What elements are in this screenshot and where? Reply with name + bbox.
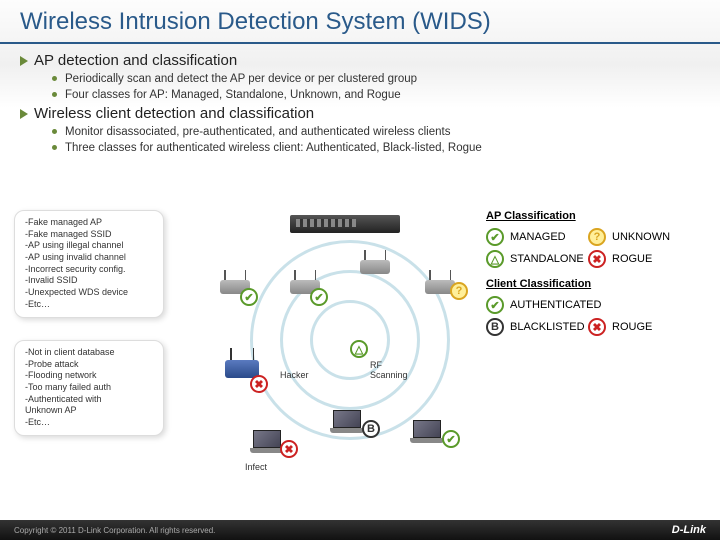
legend-label: UNKNOWN: [612, 231, 706, 243]
check-icon: ✔: [310, 288, 328, 306]
section-2-list: Monitor disassociated, pre-authenticated…: [52, 124, 700, 156]
list-item: Three classes for authenticated wireless…: [52, 140, 700, 156]
dot-icon: [52, 129, 57, 134]
callout-ap-rogue: -Fake managed AP -Fake managed SSID -AP …: [14, 210, 164, 318]
legend-client-grid: B BLACKLISTED ✖ ROUGE: [486, 318, 706, 336]
triangle-icon: △: [350, 340, 368, 358]
diagram-area: -Fake managed AP -Fake managed SSID -AP …: [0, 210, 720, 520]
x-icon: ✖: [588, 318, 606, 336]
dot-icon: [52, 145, 57, 150]
arrow-icon: [20, 56, 28, 66]
section-1-head: AP detection and classification: [20, 52, 700, 69]
switch-device-icon: [290, 215, 400, 233]
laptop-icon: [330, 410, 364, 434]
b-icon: B: [362, 420, 380, 438]
rf-label: RF Scanning: [370, 360, 420, 380]
check-icon: ✔: [442, 430, 460, 448]
header: Wireless Intrusion Detection System (WID…: [0, 0, 720, 44]
question-icon: ?: [450, 282, 468, 300]
legend-label: MANAGED: [510, 231, 582, 243]
content-bullets: AP detection and classification Periodic…: [0, 44, 720, 162]
check-icon: ✔: [486, 228, 504, 246]
hacker-label: Hacker: [280, 370, 309, 380]
legend-label: STANDALONE: [510, 253, 582, 265]
legend-ap-title: AP Classification: [486, 210, 706, 222]
list-item: Periodically scan and detect the AP per …: [52, 71, 700, 87]
callout-client-rogue: -Not in client database -Probe attack -F…: [14, 340, 164, 436]
section-1-label: AP detection and classification: [34, 52, 237, 69]
question-icon: ?: [588, 228, 606, 246]
list-item: Monitor disassociated, pre-authenticated…: [52, 124, 700, 140]
check-icon: ✔: [240, 288, 258, 306]
page-title: Wireless Intrusion Detection System (WID…: [20, 8, 700, 36]
legend-ap-grid: ✔ MANAGED ? UNKNOWN △ STANDALONE ✖ ROGUE: [486, 228, 706, 268]
arrow-icon: [20, 109, 28, 119]
section-2-head: Wireless client detection and classifica…: [20, 105, 700, 122]
ap-device-icon: [360, 260, 390, 274]
x-icon: ✖: [250, 375, 268, 393]
check-icon: ✔: [486, 296, 504, 314]
copyright-text: Copyright © 2011 D-Link Corporation. All…: [14, 526, 215, 535]
legend-label: AUTHENTICATED: [510, 299, 601, 311]
section-1-list: Periodically scan and detect the AP per …: [52, 71, 700, 103]
legend-row: ✔ AUTHENTICATED: [486, 296, 706, 314]
topology: ✔ ✔ ? ✖ Hacker △ RF Scanning ✖ Infect B …: [190, 210, 480, 500]
legend-label: ROUGE: [612, 321, 706, 333]
laptop-icon: [410, 420, 444, 444]
legend-label: BLACKLISTED: [510, 321, 582, 333]
legend: AP Classification ✔ MANAGED ? UNKNOWN △ STA…: [486, 210, 706, 346]
legend-label: ROGUE: [612, 253, 706, 265]
x-icon: ✖: [280, 440, 298, 458]
legend-client-title: Client Classification: [486, 278, 706, 290]
footer: Copyright © 2011 D-Link Corporation. All…: [0, 520, 720, 540]
laptop-icon: [250, 430, 284, 454]
section-2-label: Wireless client detection and classifica…: [34, 105, 314, 122]
dot-icon: [52, 92, 57, 97]
dot-icon: [52, 76, 57, 81]
brand-logo: D-Link: [672, 524, 706, 536]
list-item: Four classes for AP: Managed, Standalone…: [52, 87, 700, 103]
x-icon: ✖: [588, 250, 606, 268]
infect-label: Infect: [245, 462, 267, 472]
b-icon: B: [486, 318, 504, 336]
triangle-icon: △: [486, 250, 504, 268]
